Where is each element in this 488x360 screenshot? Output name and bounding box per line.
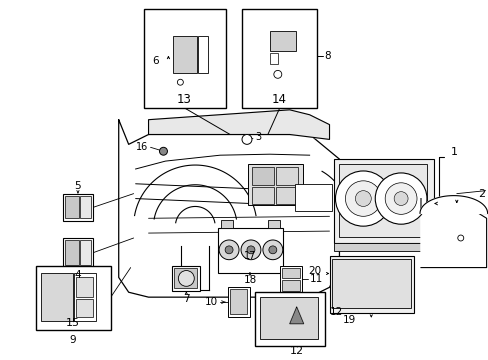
Polygon shape xyxy=(148,110,329,139)
Bar xyxy=(65,240,79,265)
Polygon shape xyxy=(419,195,487,213)
Bar xyxy=(74,274,96,321)
Bar xyxy=(251,187,273,204)
Bar xyxy=(80,195,91,218)
Bar xyxy=(260,297,317,338)
Bar xyxy=(247,164,302,206)
Circle shape xyxy=(355,191,370,206)
Text: 11: 11 xyxy=(309,274,322,284)
Circle shape xyxy=(246,246,254,254)
Bar xyxy=(267,220,279,228)
Bar xyxy=(221,220,233,228)
Bar xyxy=(251,167,273,185)
Text: 19: 19 xyxy=(342,315,355,325)
Text: 7: 7 xyxy=(183,294,189,304)
Bar xyxy=(63,194,93,221)
Text: 17: 17 xyxy=(244,251,256,261)
Bar xyxy=(80,240,91,265)
Text: 5: 5 xyxy=(75,181,81,191)
Bar xyxy=(334,159,433,243)
Bar xyxy=(339,164,426,237)
Bar xyxy=(275,187,297,204)
Text: 8: 8 xyxy=(324,51,330,60)
Bar xyxy=(218,228,282,273)
Text: 4: 4 xyxy=(75,270,81,280)
Text: 3: 3 xyxy=(254,132,261,143)
Bar xyxy=(242,9,316,108)
Text: 6: 6 xyxy=(152,55,158,66)
Bar xyxy=(76,299,93,317)
Bar xyxy=(173,36,197,73)
Circle shape xyxy=(393,192,407,206)
Bar xyxy=(332,259,410,308)
Circle shape xyxy=(178,270,194,286)
Bar xyxy=(275,167,297,185)
Text: 20: 20 xyxy=(308,266,321,275)
Bar xyxy=(269,31,295,51)
Circle shape xyxy=(159,147,167,155)
Text: 1: 1 xyxy=(450,147,457,157)
Bar xyxy=(281,280,299,291)
Circle shape xyxy=(219,240,239,260)
Bar xyxy=(329,256,413,313)
Bar xyxy=(41,274,73,321)
Text: 9: 9 xyxy=(69,334,76,345)
Bar xyxy=(172,266,200,291)
Text: 13: 13 xyxy=(177,94,191,107)
Circle shape xyxy=(345,181,381,216)
Circle shape xyxy=(224,246,233,254)
Circle shape xyxy=(263,240,282,260)
Bar xyxy=(63,238,93,267)
Bar xyxy=(269,53,277,64)
Polygon shape xyxy=(119,120,339,297)
Text: 15: 15 xyxy=(66,318,80,328)
Bar xyxy=(143,9,225,108)
Circle shape xyxy=(242,135,251,144)
Text: 16: 16 xyxy=(136,142,148,152)
Bar xyxy=(76,278,93,297)
Bar xyxy=(294,184,332,211)
Circle shape xyxy=(385,183,416,214)
Bar xyxy=(227,287,249,317)
Text: 14: 14 xyxy=(271,94,285,107)
Circle shape xyxy=(335,171,390,226)
Text: 12: 12 xyxy=(329,307,342,317)
Circle shape xyxy=(374,173,426,224)
Text: 2: 2 xyxy=(478,189,485,199)
Polygon shape xyxy=(289,307,303,324)
Bar xyxy=(279,266,301,293)
Text: 12: 12 xyxy=(289,346,303,356)
Bar xyxy=(254,292,324,346)
Bar xyxy=(230,289,246,314)
Polygon shape xyxy=(420,199,486,267)
Text: 10: 10 xyxy=(204,297,218,307)
Bar xyxy=(65,195,79,218)
Circle shape xyxy=(268,246,276,254)
Bar xyxy=(334,243,433,251)
Bar xyxy=(219,248,235,264)
Bar xyxy=(36,266,111,330)
Circle shape xyxy=(241,240,261,260)
Circle shape xyxy=(457,235,463,241)
Bar xyxy=(198,36,208,73)
Bar xyxy=(281,267,299,278)
Text: 18: 18 xyxy=(243,275,256,285)
Bar xyxy=(174,267,197,288)
